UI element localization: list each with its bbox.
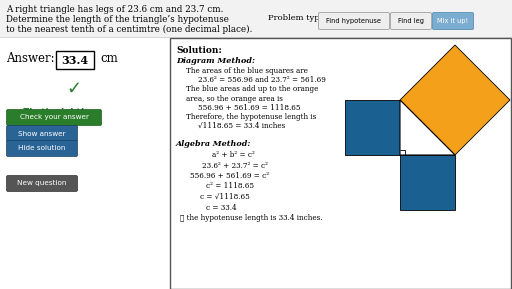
FancyBboxPatch shape [56,51,94,69]
Text: ✓  That’s right!: ✓ That’s right! [10,108,84,117]
FancyBboxPatch shape [7,125,77,142]
FancyBboxPatch shape [7,140,77,157]
Text: a² + b² = c²: a² + b² = c² [212,151,255,159]
FancyBboxPatch shape [433,12,474,29]
Text: Mix it up!: Mix it up! [437,18,468,24]
Text: A right triangle has legs of 23.6 cm and 23.7 cm.: A right triangle has legs of 23.6 cm and… [6,5,223,14]
Text: Diagram Method:: Diagram Method: [176,57,255,65]
Polygon shape [400,155,455,210]
Text: Show answer: Show answer [18,131,66,136]
Text: 556.96 + 561.69 = c²: 556.96 + 561.69 = c² [190,172,269,180]
Polygon shape [400,100,455,155]
Text: The areas of the blue squares are: The areas of the blue squares are [186,67,308,75]
Text: Find leg: Find leg [398,18,424,24]
Text: 556.96 + 561.69 = 1118.65: 556.96 + 561.69 = 1118.65 [198,104,301,112]
Text: c = 33.4: c = 33.4 [206,203,237,212]
Text: The blue areas add up to the orange: The blue areas add up to the orange [186,86,318,93]
Text: cm: cm [100,52,118,65]
FancyBboxPatch shape [7,175,77,192]
Text: 33.4: 33.4 [61,55,89,66]
Text: Problem type:: Problem type: [268,14,327,22]
Text: Answer:: Answer: [6,52,55,65]
Text: 23.6² + 23.7² = c²: 23.6² + 23.7² = c² [202,162,268,170]
Bar [0,38,170,289]
Text: Hide solution: Hide solution [18,145,66,151]
Polygon shape [400,45,510,155]
Text: c² = 1118.65: c² = 1118.65 [206,182,254,190]
Text: Find hypotenuse: Find hypotenuse [327,18,381,24]
Text: area, so the orange area is: area, so the orange area is [186,95,283,103]
Text: ✓: ✓ [67,80,81,98]
Text: c = √1118.65: c = √1118.65 [200,193,250,201]
Text: Algebra Method:: Algebra Method: [176,140,251,148]
FancyBboxPatch shape [7,110,101,125]
Text: ∴ the hypotenuse length is 33.4 inches.: ∴ the hypotenuse length is 33.4 inches. [180,214,323,222]
Text: 23.6² = 556.96 and 23.7² = 561.69: 23.6² = 556.96 and 23.7² = 561.69 [198,76,326,84]
Text: New question: New question [17,181,67,186]
Text: √1118.65 = 33.4 inches: √1118.65 = 33.4 inches [198,122,285,130]
Text: Therefore, the hypotenuse length is: Therefore, the hypotenuse length is [186,113,316,121]
Text: Solution:: Solution: [176,46,222,55]
Text: Check your answer: Check your answer [19,114,89,121]
FancyBboxPatch shape [391,12,432,29]
Polygon shape [345,100,400,155]
FancyBboxPatch shape [318,12,390,29]
Text: Determine the length of the triangle’s hypotenuse: Determine the length of the triangle’s h… [6,15,229,24]
FancyBboxPatch shape [170,38,511,289]
Text: to the nearest tenth of a centimtre (one decimal place).: to the nearest tenth of a centimtre (one… [6,25,252,34]
